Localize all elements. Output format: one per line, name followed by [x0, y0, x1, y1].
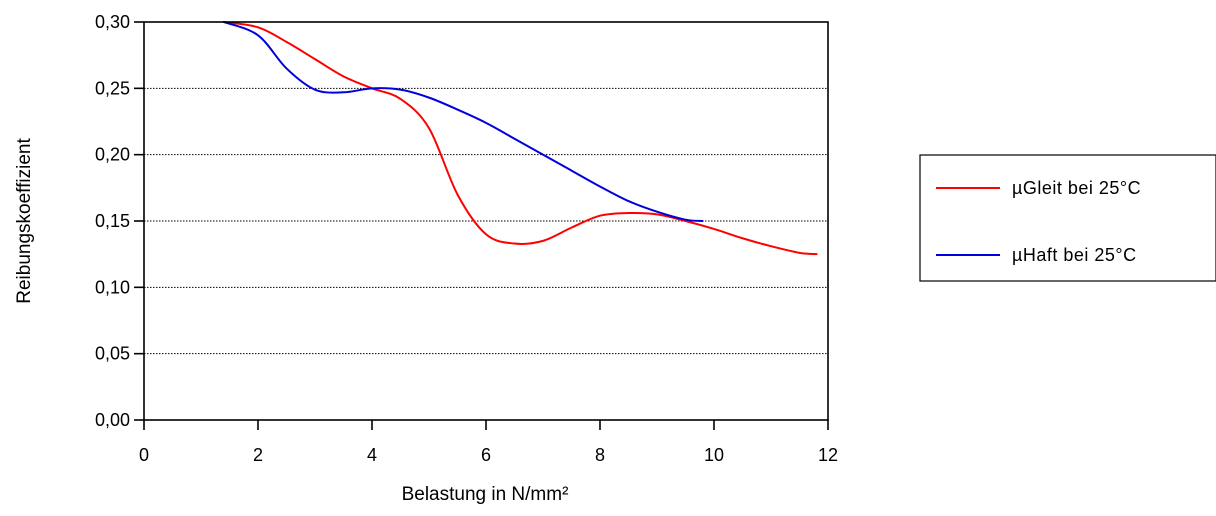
x-tick-label-0: 0	[139, 445, 149, 465]
y-tick-label-4: 0,20	[95, 145, 130, 165]
series-haft-line	[222, 21, 704, 222]
legend-label-haft: µHaft bei 25°C	[1012, 245, 1137, 265]
y-tick-label-5: 0,25	[95, 78, 130, 98]
x-tick-label-3: 6	[481, 445, 491, 465]
y-axis-title: Reibungskoeffizient	[14, 138, 35, 304]
series-gleit-line	[222, 21, 818, 256]
legend: µGleit bei 25°C µHaft bei 25°C	[919, 154, 1216, 282]
grid-lines	[144, 87, 828, 355]
y-tick-label-6: 0,30	[95, 12, 130, 32]
legend-box	[919, 154, 1216, 282]
y-axis: 0,00 0,05 0,10 0,15 0,20 0,25 0,30	[95, 12, 144, 430]
y-tick-label-3: 0,15	[95, 211, 130, 231]
x-axis: 0 2 4 6 8 10 12	[139, 420, 838, 465]
y-tick-label-2: 0,10	[95, 277, 130, 297]
y-tick-label-0: 0,00	[95, 410, 130, 430]
x-tick-label-6: 12	[818, 445, 838, 465]
series-lines	[222, 21, 818, 256]
x-tick-label-1: 2	[253, 445, 263, 465]
legend-label-gleit: µGleit bei 25°C	[1012, 178, 1141, 198]
x-tick-label-4: 8	[595, 445, 605, 465]
x-axis-title: Belastung in N/mm²	[402, 484, 569, 505]
x-tick-label-5: 10	[704, 445, 724, 465]
y-tick-label-1: 0,05	[95, 344, 130, 364]
x-tick-label-2: 4	[367, 445, 377, 465]
